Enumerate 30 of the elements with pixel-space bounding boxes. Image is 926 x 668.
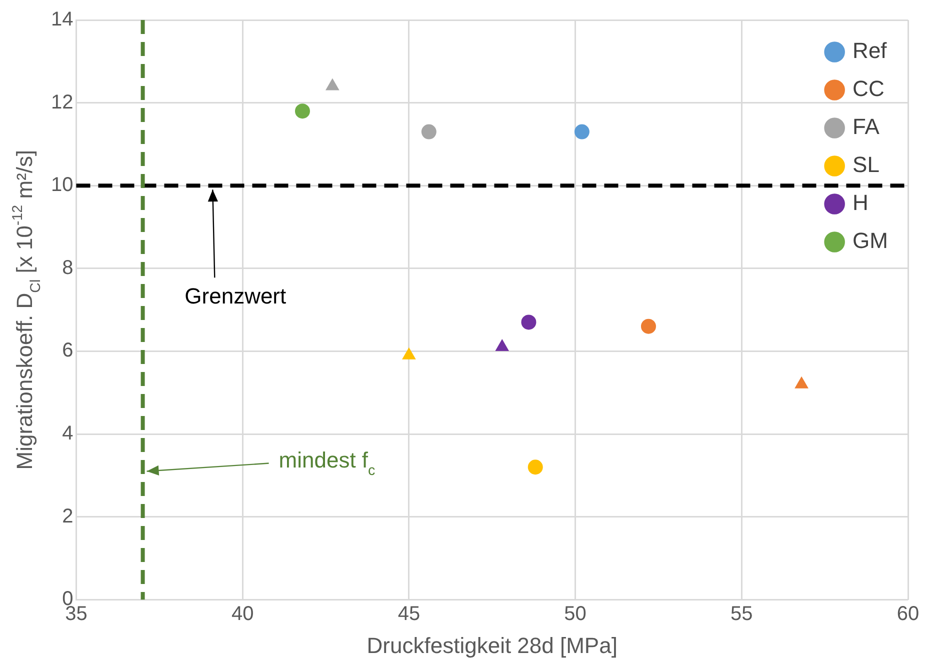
point — [574, 124, 590, 140]
point — [421, 124, 436, 140]
point — [640, 318, 656, 334]
point — [528, 460, 543, 475]
y-tick-label: 6 — [62, 340, 74, 362]
legend-label: Ref — [852, 38, 888, 64]
y-axis-title: Migrationskoeff. DCl [x 10-12 m²/s] — [10, 150, 44, 470]
x-tick-label: 60 — [896, 603, 920, 626]
y-tick-label: 8 — [62, 256, 74, 279]
legend-label: SL — [852, 152, 880, 178]
x-axis-title: Druckfestigkeit 28d [MPa] — [366, 632, 618, 658]
y-tick-label: 10 — [50, 174, 74, 196]
point — [521, 314, 536, 330]
point — [294, 104, 310, 119]
legend-label: CC — [852, 76, 884, 102]
point — [402, 348, 416, 360]
legend-label: GM — [852, 228, 888, 254]
y-tick-label: 14 — [50, 8, 74, 31]
point — [794, 376, 808, 388]
y-tick-label: 4 — [62, 422, 74, 445]
x-tick-label: 40 — [231, 603, 254, 626]
y-tick-label: 2 — [62, 505, 74, 528]
x-tick-label: 45 — [398, 603, 420, 626]
legend-label: H — [852, 190, 868, 216]
point — [496, 340, 509, 352]
y-tick-label: 12 — [50, 91, 74, 114]
x-tick-label: 50 — [564, 603, 586, 626]
x-tick-label: 55 — [730, 603, 753, 626]
legend-label: FA — [852, 114, 880, 140]
annotation: Grenzwert — [184, 284, 286, 309]
